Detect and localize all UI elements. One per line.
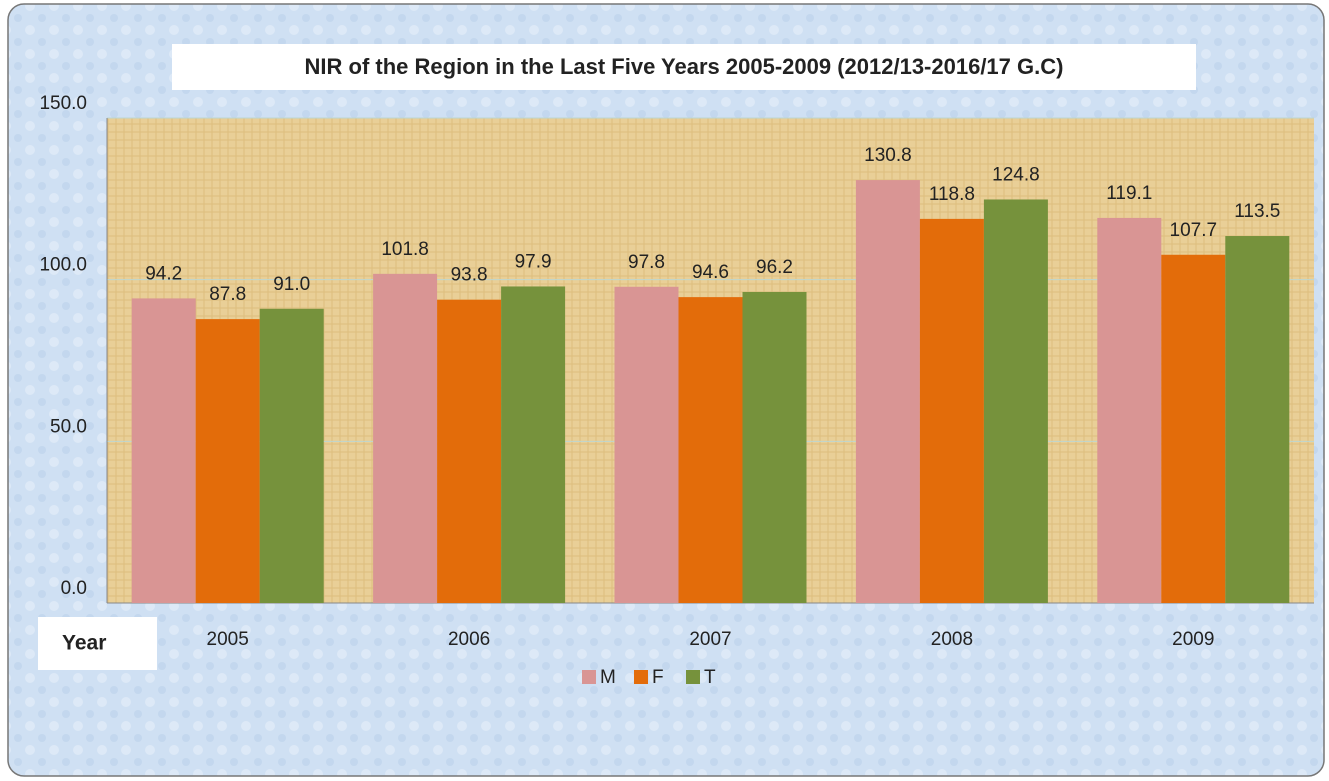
data-label: 94.2 — [145, 263, 182, 284]
data-label: 119.1 — [1106, 183, 1152, 204]
x-tick-label: 2005 — [207, 629, 249, 650]
x-axis-label: Year — [62, 632, 106, 655]
legend-label: F — [652, 667, 664, 688]
title-box — [172, 44, 1196, 90]
bar — [1161, 254, 1226, 603]
bar — [259, 308, 324, 603]
legend-swatch — [582, 670, 596, 684]
x-label-box — [38, 617, 157, 670]
data-label: 93.8 — [451, 265, 488, 286]
data-label: 130.8 — [864, 145, 912, 166]
bar — [437, 299, 502, 603]
data-label: 97.8 — [628, 252, 665, 273]
bar — [501, 286, 566, 603]
legend-swatch — [686, 670, 700, 684]
x-tick-label: 2009 — [1172, 629, 1214, 650]
y-tick-label: 150.0 — [39, 93, 87, 114]
bar — [983, 199, 1048, 604]
bar — [614, 286, 679, 603]
chart-title: NIR of the Region in the Last Five Years… — [305, 54, 1064, 79]
bar — [1225, 236, 1290, 603]
x-tick-label: 2007 — [689, 629, 731, 650]
bar — [131, 298, 196, 603]
data-label: 107.7 — [1170, 220, 1218, 241]
data-label: 87.8 — [209, 284, 246, 305]
data-label: 94.6 — [692, 262, 729, 283]
data-label: 101.8 — [381, 239, 429, 260]
bar — [195, 319, 260, 603]
y-tick-label: 0.0 — [61, 578, 87, 599]
data-label: 113.5 — [1234, 201, 1280, 222]
bar — [1097, 217, 1162, 603]
bar — [855, 180, 920, 603]
data-label: 91.0 — [273, 274, 310, 295]
x-tick-label: 2006 — [448, 629, 490, 650]
legend-label: T — [704, 667, 716, 688]
data-label: 118.8 — [929, 184, 975, 205]
bar — [678, 297, 743, 603]
bar — [919, 218, 984, 603]
data-label: 124.8 — [992, 164, 1040, 185]
data-label: 96.2 — [756, 257, 793, 278]
legend-swatch — [634, 670, 648, 684]
data-label: 97.9 — [515, 251, 552, 272]
y-tick-label: 100.0 — [39, 255, 87, 276]
bar — [373, 273, 438, 603]
legend-label: M — [600, 667, 616, 688]
bar — [742, 291, 807, 603]
y-tick-label: 50.0 — [50, 416, 87, 437]
x-tick-label: 2008 — [931, 629, 973, 650]
